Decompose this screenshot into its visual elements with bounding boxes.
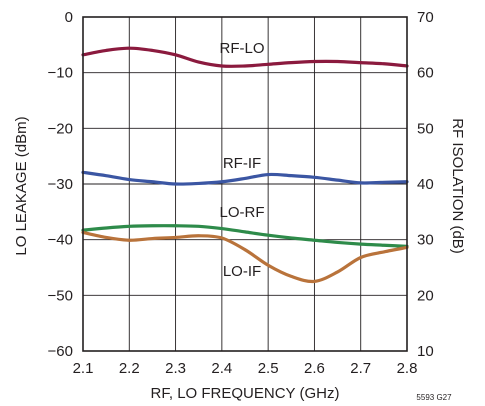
figure-id: 5593 G27 bbox=[416, 393, 452, 402]
y-right-tick-label: 60 bbox=[417, 65, 434, 82]
x-tick-label: 2.7 bbox=[350, 360, 371, 377]
x-tick-label: 2.2 bbox=[119, 360, 140, 377]
y-left-tick-label: 0 bbox=[65, 9, 73, 26]
series-line-rf-if bbox=[81, 170, 409, 186]
series-label-lo-rf: LO-RF bbox=[220, 204, 265, 221]
y-left-tick-label: −30 bbox=[48, 176, 73, 193]
grid bbox=[82, 16, 408, 352]
series-line-rf-lo bbox=[81, 46, 409, 68]
y-right-tick-label: 20 bbox=[417, 287, 434, 304]
x-tick-labels: 2.1 2.2 2.3 2.4 2.5 2.6 2.7 2.8 bbox=[73, 360, 418, 377]
x-tick-label: 2.6 bbox=[304, 360, 325, 377]
y-right-tick-label: 50 bbox=[417, 120, 434, 137]
y-left-tick-label: −20 bbox=[48, 120, 73, 137]
series-label-rf-lo: RF-LO bbox=[220, 40, 265, 57]
y-right-tick-label: 10 bbox=[417, 343, 434, 360]
y-left-axis-title: LO LEAKAGE (dBm) bbox=[13, 116, 30, 255]
y-right-tick-label: 30 bbox=[417, 232, 434, 249]
y-right-axis-title: RF ISOLATION (dB) bbox=[449, 118, 466, 254]
x-tick-label: 2.3 bbox=[165, 360, 186, 377]
series-label-lo-if: LO-IF bbox=[223, 263, 261, 280]
y-left-tick-label: −40 bbox=[48, 232, 73, 249]
series-labels: RF-LO RF-IF LO-RF LO-IF bbox=[220, 40, 265, 280]
plot-frame bbox=[82, 16, 408, 352]
x-tick-label: 2.8 bbox=[397, 360, 418, 377]
series-label-rf-if: RF-IF bbox=[223, 155, 261, 172]
x-tick-label: 2.5 bbox=[258, 360, 279, 377]
y-left-tick-label: −60 bbox=[48, 343, 73, 360]
x-tick-label: 2.1 bbox=[73, 360, 94, 377]
y-right-tick-label: 70 bbox=[417, 9, 434, 26]
y-left-tick-labels: 0 −10 −20 −30 −40 −50 −60 bbox=[48, 9, 73, 360]
y-right-tick-labels: 70 60 50 40 30 20 10 bbox=[417, 9, 434, 360]
y-left-tick-label: −10 bbox=[48, 65, 73, 82]
x-axis-title: RF, LO FREQUENCY (GHz) bbox=[151, 385, 340, 402]
x-tick-label: 2.4 bbox=[211, 360, 232, 377]
series-line-lo-rf bbox=[81, 224, 409, 248]
series-line-lo-if bbox=[81, 230, 409, 284]
y-right-tick-label: 40 bbox=[417, 176, 434, 193]
y-left-tick-label: −50 bbox=[48, 287, 73, 304]
series-lines bbox=[81, 46, 409, 284]
